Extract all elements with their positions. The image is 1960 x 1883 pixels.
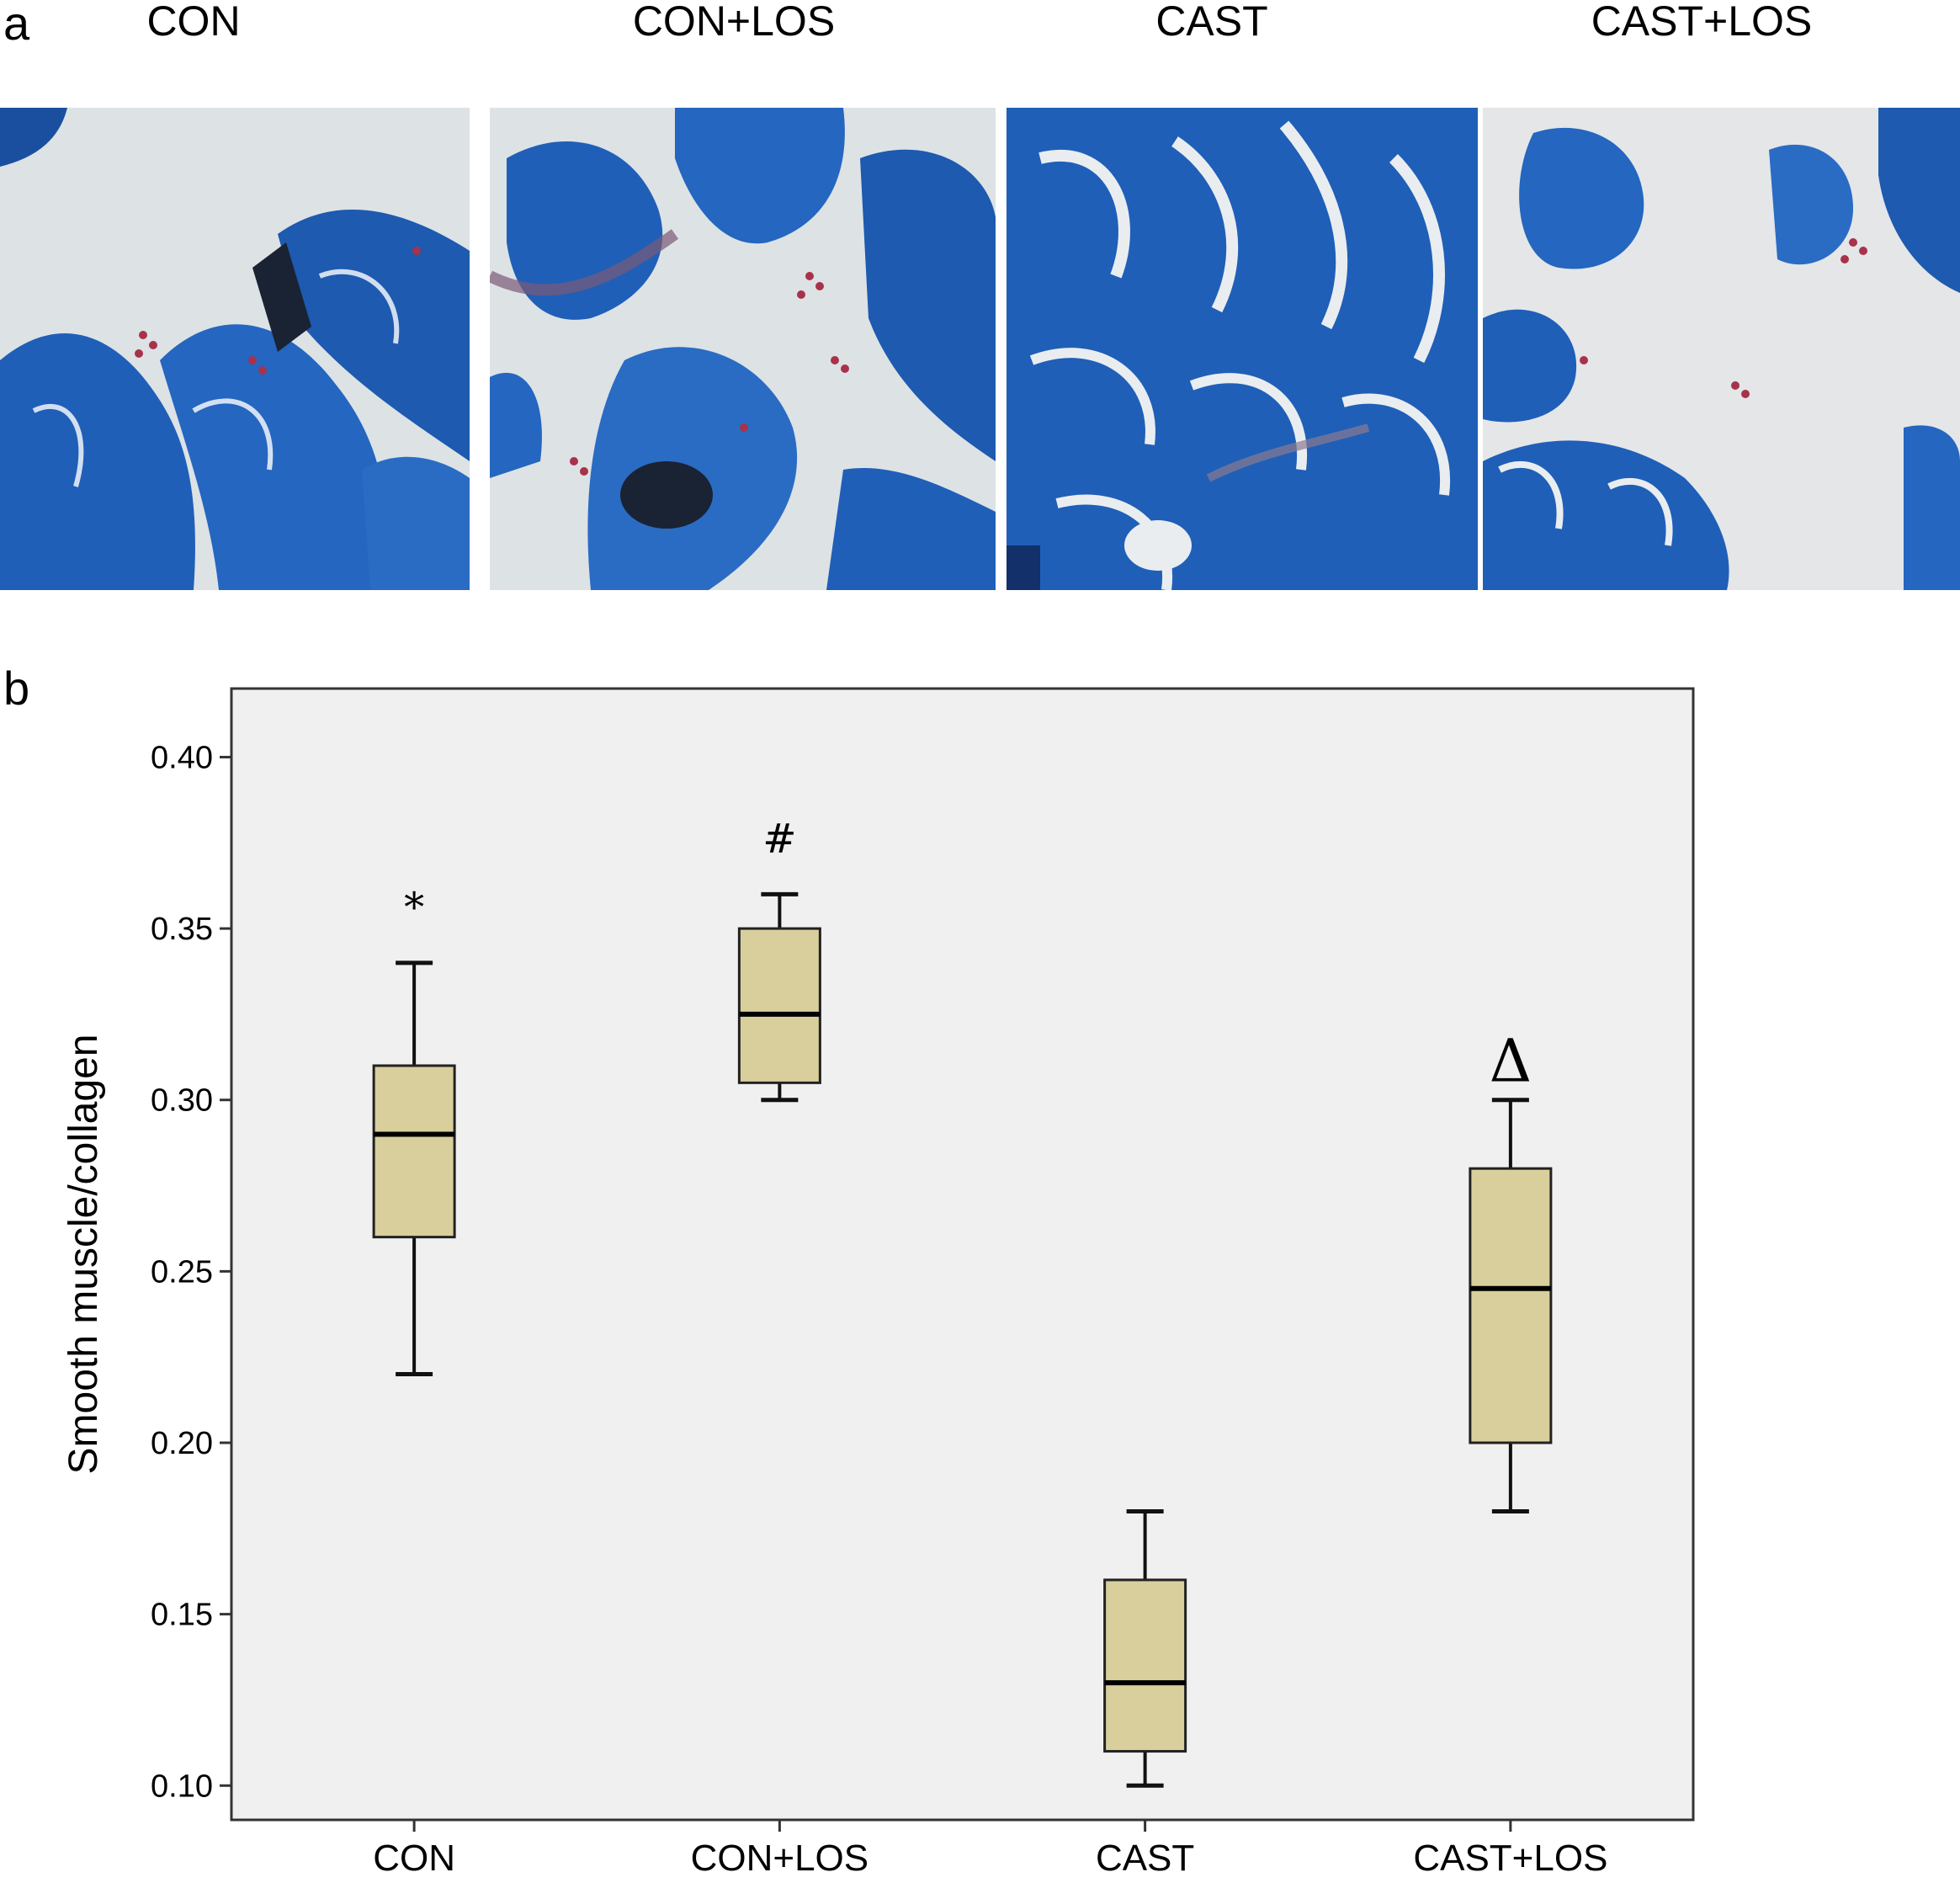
- x-tick-label: CON+LOS: [691, 1838, 869, 1879]
- plot-area: [230, 687, 1695, 1822]
- micrograph-cast: [1007, 108, 1478, 590]
- y-axis-label: Smooth muscle/collagen: [61, 1035, 106, 1475]
- box-plot-chart: 0.10 0.15 0.20 0.25 0.30 0.35 0.40 Smooth muscl…: [61, 687, 1695, 1879]
- box-iqr: [737, 927, 821, 1084]
- micrograph-cast-los: [1483, 108, 1960, 590]
- y-tick-label: 0.20: [151, 1426, 213, 1461]
- panel-b-label: b: [3, 662, 30, 715]
- y-tick-label: 0.10: [151, 1769, 213, 1804]
- y-tick-label: 0.40: [151, 740, 213, 775]
- x-tick-label: CON: [373, 1838, 455, 1879]
- box-iqr: [1469, 1167, 1553, 1444]
- micrograph-con-los: [490, 108, 996, 590]
- box-iqr: [1103, 1578, 1187, 1753]
- significance-marker: Δ: [1490, 1027, 1532, 1096]
- x-tick-label: CAST+LOS: [1413, 1838, 1607, 1879]
- image-title-con: CON: [146, 0, 241, 45]
- y-tick-label: 0.35: [151, 912, 213, 947]
- x-tick-label: CAST: [1096, 1838, 1194, 1879]
- micrograph-con: [0, 108, 470, 590]
- panel-a-label: a: [3, 0, 30, 50]
- significance-marker: #: [762, 815, 796, 862]
- image-title-con-los: CON+LOS: [632, 0, 836, 45]
- significance-marker: *: [404, 884, 424, 931]
- image-title-cast: CAST: [1155, 0, 1268, 45]
- y-tick-label: 0.15: [151, 1598, 213, 1633]
- box-iqr: [372, 1064, 456, 1239]
- y-tick-label: 0.30: [151, 1083, 213, 1119]
- image-title-cast-los: CAST+LOS: [1591, 0, 1813, 45]
- y-tick-label: 0.25: [151, 1254, 213, 1290]
